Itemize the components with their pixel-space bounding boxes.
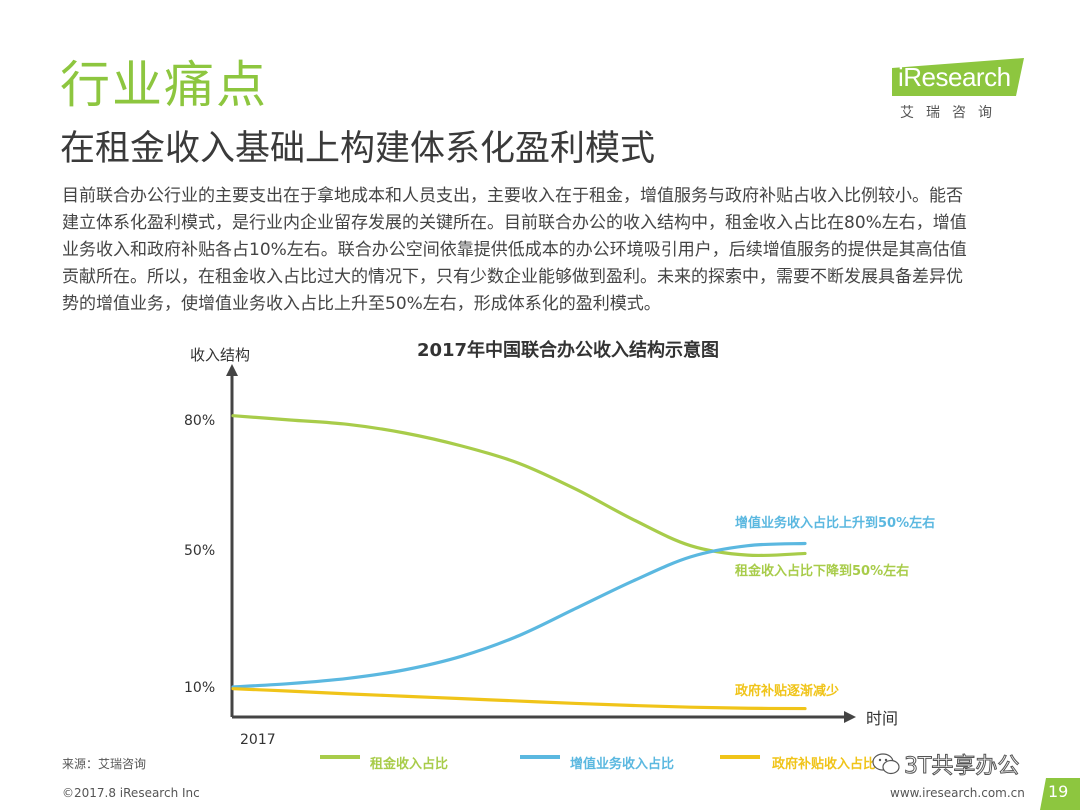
body-line: 目前联合办公行业的主要支出在于拿地成本和人员支出，主要收入在于租金，增值服务与政… [62,186,963,206]
rent-revenue-line [231,414,807,558]
page-number-badge [1040,778,1080,810]
value-added-annotation: 增值业务收入占比上升到50%左右 [735,515,935,531]
chart-axes: 时间 [226,364,898,728]
logo-brand-text: iResearch [898,62,1011,92]
wechat-icon [872,753,900,775]
rent-annotation: 租金收入占比下降到50%左右 [735,563,909,579]
chart-series [231,414,807,711]
body-line: 业务收入和政府补贴各占10%左右。联合办公空间依靠提供低成本的办公环境吸引用户，… [62,240,967,260]
x-tick-label: 2017 [240,732,276,748]
legend-label: 租金收入占比 [370,756,448,772]
section-title: 行业痛点 [60,56,268,114]
chart-ticks: 80% 50% 10% 2017 [184,413,276,748]
y-axis-label: 收入结构 [190,346,250,364]
copyright: ©2017.8 iResearch Inc [62,786,200,800]
legend-label: 增值业务收入占比 [570,756,674,772]
body-line: 势的增值业务，使增值业务收入占比上升至50%左右，形成体系化的盈利模式。 [62,294,661,314]
body-line: 建立体系化盈利模式，是行业内企业留存发展的关键所在。目前联合办公的收入结构中，租… [62,213,967,233]
gov-subsidy-line [231,687,807,711]
logo-banner-shape [892,58,1024,96]
page-subtitle: 在租金收入基础上构建体系化盈利模式 [60,129,656,169]
revenue-structure-chart: 2017年中国联合办公收入结构示意图 收入结构 时间 80% 50% 10% 2017… [184,339,935,772]
subsidy-annotation: 政府补贴逐渐减少 [735,683,839,699]
x-axis-label: 时间 [866,709,898,728]
y-tick-label: 10% [184,680,215,696]
logo-brand-cn: 艾瑞咨询 [900,105,1004,121]
chart-legend: 租金收入占比 增值业务收入占比 政府补贴收入占比 [320,755,876,772]
iresearch-logo: iResearch 艾瑞咨询 [892,58,1032,128]
source-note: 来源：艾瑞咨询 [62,757,147,771]
value-added-revenue-line [231,541,807,689]
y-tick-label: 50% [184,543,215,559]
watermark: 3T共享办公 [872,748,1020,780]
y-axis-arrow [226,364,238,376]
x-axis-arrow [844,711,856,723]
watermark-text: 3T共享办公 [903,754,1020,780]
page-number: 19 [1048,782,1069,801]
body-paragraph: 目前联合办公行业的主要支出在于拿地成本和人员支出，主要收入在于租金，增值服务与政… [62,183,1022,318]
chart-title: 2017年中国联合办公收入结构示意图 [417,339,719,361]
y-tick-label: 80% [184,413,215,429]
body-line: 贡献所在。所以，在租金收入占比过大的情况下，只有少数企业能够做到盈利。未来的探索… [62,267,963,287]
legend-label: 政府补贴收入占比 [772,756,876,772]
website-link[interactable]: www.iresearch.com.cn [890,786,1025,800]
